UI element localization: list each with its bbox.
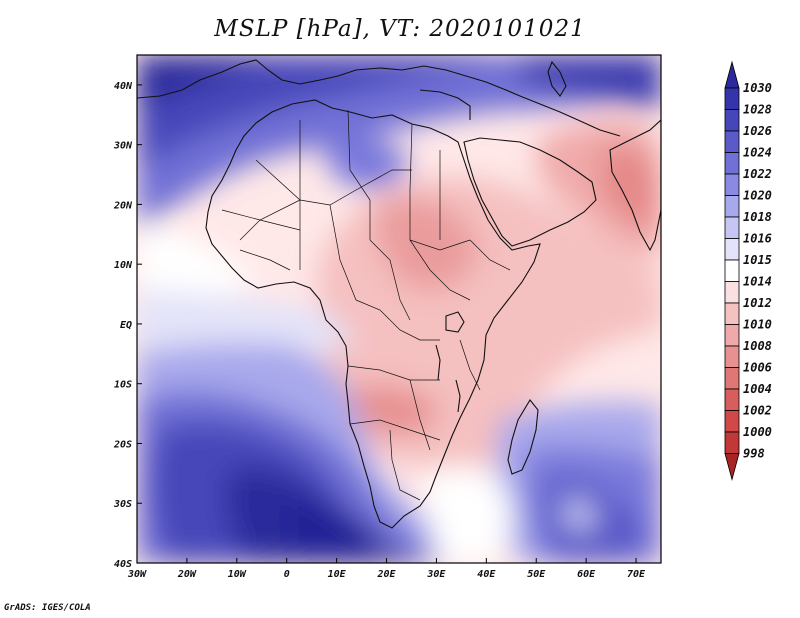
colorbar-swatch	[724, 173, 740, 196]
grads-credit: GrADS: IGES/COLA	[4, 603, 91, 613]
colorbar-level-label: 1020	[743, 189, 772, 203]
colorbar-level-label: 1000	[743, 425, 772, 439]
colorbar-level-label: 1002	[743, 404, 772, 418]
country-borders	[221, 109, 511, 501]
colorbar-swatch	[724, 152, 740, 175]
colorbar-level-label: 1022	[743, 167, 772, 181]
colorbar-swatch	[724, 259, 740, 282]
colorbar-swatch	[724, 345, 740, 368]
lon-tick-label: 10W	[228, 569, 247, 580]
lon-tick-label: 0	[284, 569, 290, 580]
coastline	[137, 59, 661, 529]
colorbar-level-label: 1012	[743, 296, 772, 310]
colorbar-level-label: 1026	[743, 124, 772, 138]
lat-tick-label: 20N	[113, 200, 133, 211]
lon-tick-label: 10E	[328, 569, 347, 580]
colorbar-swatch	[724, 216, 740, 239]
colorbar-swatch	[724, 130, 740, 153]
colorbar-level-label: 1016	[743, 232, 772, 246]
colorbar-swatch	[724, 195, 740, 218]
colorbar-level-label: 1028	[743, 103, 772, 117]
lon-tick-label: 60E	[577, 569, 596, 580]
colorbar-level-label: 1008	[743, 339, 772, 353]
colorbar: 1030 1028 1026 1024 1022 1020 1018 1016 1015 1014…	[724, 60, 772, 482]
lat-tick-label: 20S	[113, 439, 132, 450]
lat-tick-label: 40N	[114, 81, 133, 92]
lon-tick-label: 20E	[376, 569, 396, 580]
colorbar-level-label: 1018	[743, 210, 772, 224]
colorbar-max-arrow	[724, 60, 740, 89]
lat-tick-label: 40S	[114, 559, 132, 570]
colorbar-level-label: 1014	[743, 275, 772, 289]
colorbar-swatch	[724, 367, 740, 390]
lat-tick-label: 30S	[113, 499, 132, 510]
colorbar-swatch	[724, 238, 740, 261]
colorbar-swatch	[724, 431, 740, 454]
colorbar-swatch	[724, 109, 740, 132]
lon-tick-label: 50E	[527, 569, 546, 580]
map-title: MSLP [hPa], VT: 2020101021	[214, 16, 586, 42]
lon-tick-label: 40E	[477, 569, 496, 580]
colorbar-level-label: 1004	[743, 382, 772, 396]
colorbar-level-label: 1010	[743, 318, 772, 332]
lat-tick-label: 10N	[114, 260, 133, 271]
axes: 30W 20W 10W 0 10E 20E 30E 40E 50E 60E 70E 40N 30N 20N…	[113, 81, 646, 580]
lat-tick-label: EQ	[120, 320, 132, 331]
colorbar-level-label: 1015	[743, 253, 772, 267]
colorbar-swatch	[724, 388, 740, 411]
colorbar-swatch	[724, 324, 740, 347]
lat-tick-label: 10S	[114, 380, 132, 391]
colorbar-level-label: 1006	[743, 361, 772, 375]
colorbar-level-label: 1030	[743, 81, 772, 95]
pressure-field	[137, 55, 661, 563]
lon-tick-label: 20W	[177, 569, 197, 580]
colorbar-swatch	[724, 281, 740, 304]
colorbar-swatch	[724, 87, 740, 110]
colorbar-swatch	[724, 302, 740, 325]
colorbar-level-label: 1024	[743, 146, 772, 160]
colorbar-level-label: 998	[743, 447, 765, 461]
lon-tick-label: 30W	[127, 569, 147, 580]
lon-tick-label: 70E	[627, 569, 646, 580]
lon-tick-label: 30E	[426, 569, 446, 580]
colorbar-swatch	[724, 410, 740, 433]
lat-tick-label: 30N	[113, 141, 133, 152]
colorbar-min-arrow	[724, 453, 740, 482]
plot-frame	[136, 54, 662, 564]
